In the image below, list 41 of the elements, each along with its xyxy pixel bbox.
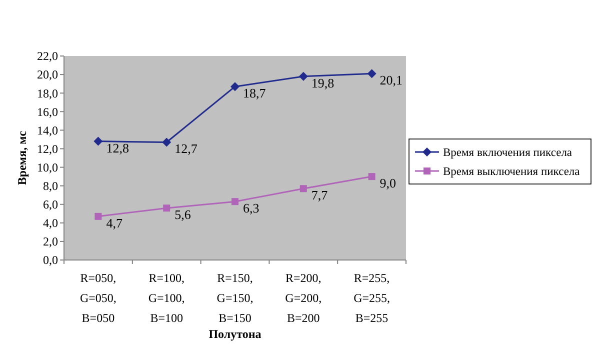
data-label: 20,1 (380, 72, 403, 88)
y-tick-label: 4,0 (43, 216, 58, 230)
data-label: 12,8 (106, 140, 129, 156)
y-tick-label: 10,0 (37, 160, 58, 174)
point (298, 72, 308, 81)
x-tick-label: R=200, G=200, B=200 (285, 271, 322, 325)
point (230, 82, 240, 92)
point (94, 136, 103, 146)
y-tick-label: 6,0 (43, 198, 58, 212)
data-label: 6,3 (243, 200, 260, 216)
y-tick-label: 16,0 (37, 104, 58, 119)
point (163, 204, 170, 212)
x-tick-label: R=100, G=100, B=100 (148, 271, 185, 325)
y-tick-label: 12,0 (37, 142, 58, 156)
data-label: 19,8 (311, 75, 334, 90)
x-tick-label: R=255, G=255, B=255 (354, 271, 390, 325)
point (300, 185, 307, 192)
y-tick-label: 0,0 (43, 253, 58, 268)
data-label: 18,7 (243, 86, 266, 101)
point (232, 198, 238, 206)
y-tick-label: 18,0 (37, 86, 58, 100)
data-label: 7,7 (311, 188, 328, 203)
y-tick-label: 14,0 (37, 123, 58, 138)
point (94, 212, 102, 220)
point (367, 69, 376, 78)
data-label: 9,0 (380, 176, 396, 191)
legend-label: Время включения пиксела (443, 147, 572, 160)
y-tick-label: 8,0 (43, 179, 58, 194)
y-tick-label: 2,0 (43, 234, 58, 249)
data-label: 12,7 (174, 141, 198, 156)
y-tick-label: 22,0 (37, 49, 58, 64)
legend-label: Время выключения пиксела (443, 166, 580, 178)
point (162, 138, 172, 147)
point (368, 173, 376, 180)
y-axis-title: Время, мс (15, 130, 30, 186)
data-label: 5,6 (174, 207, 192, 222)
x-axis-title: Полутона (208, 327, 262, 341)
x-tick-label: R=150, G=150, B=150 (216, 271, 254, 325)
y-tick-label: 20,0 (37, 68, 58, 82)
data-label: 4,7 (106, 215, 123, 230)
x-tick-label: R=050, G=050, B=050 (80, 271, 116, 325)
